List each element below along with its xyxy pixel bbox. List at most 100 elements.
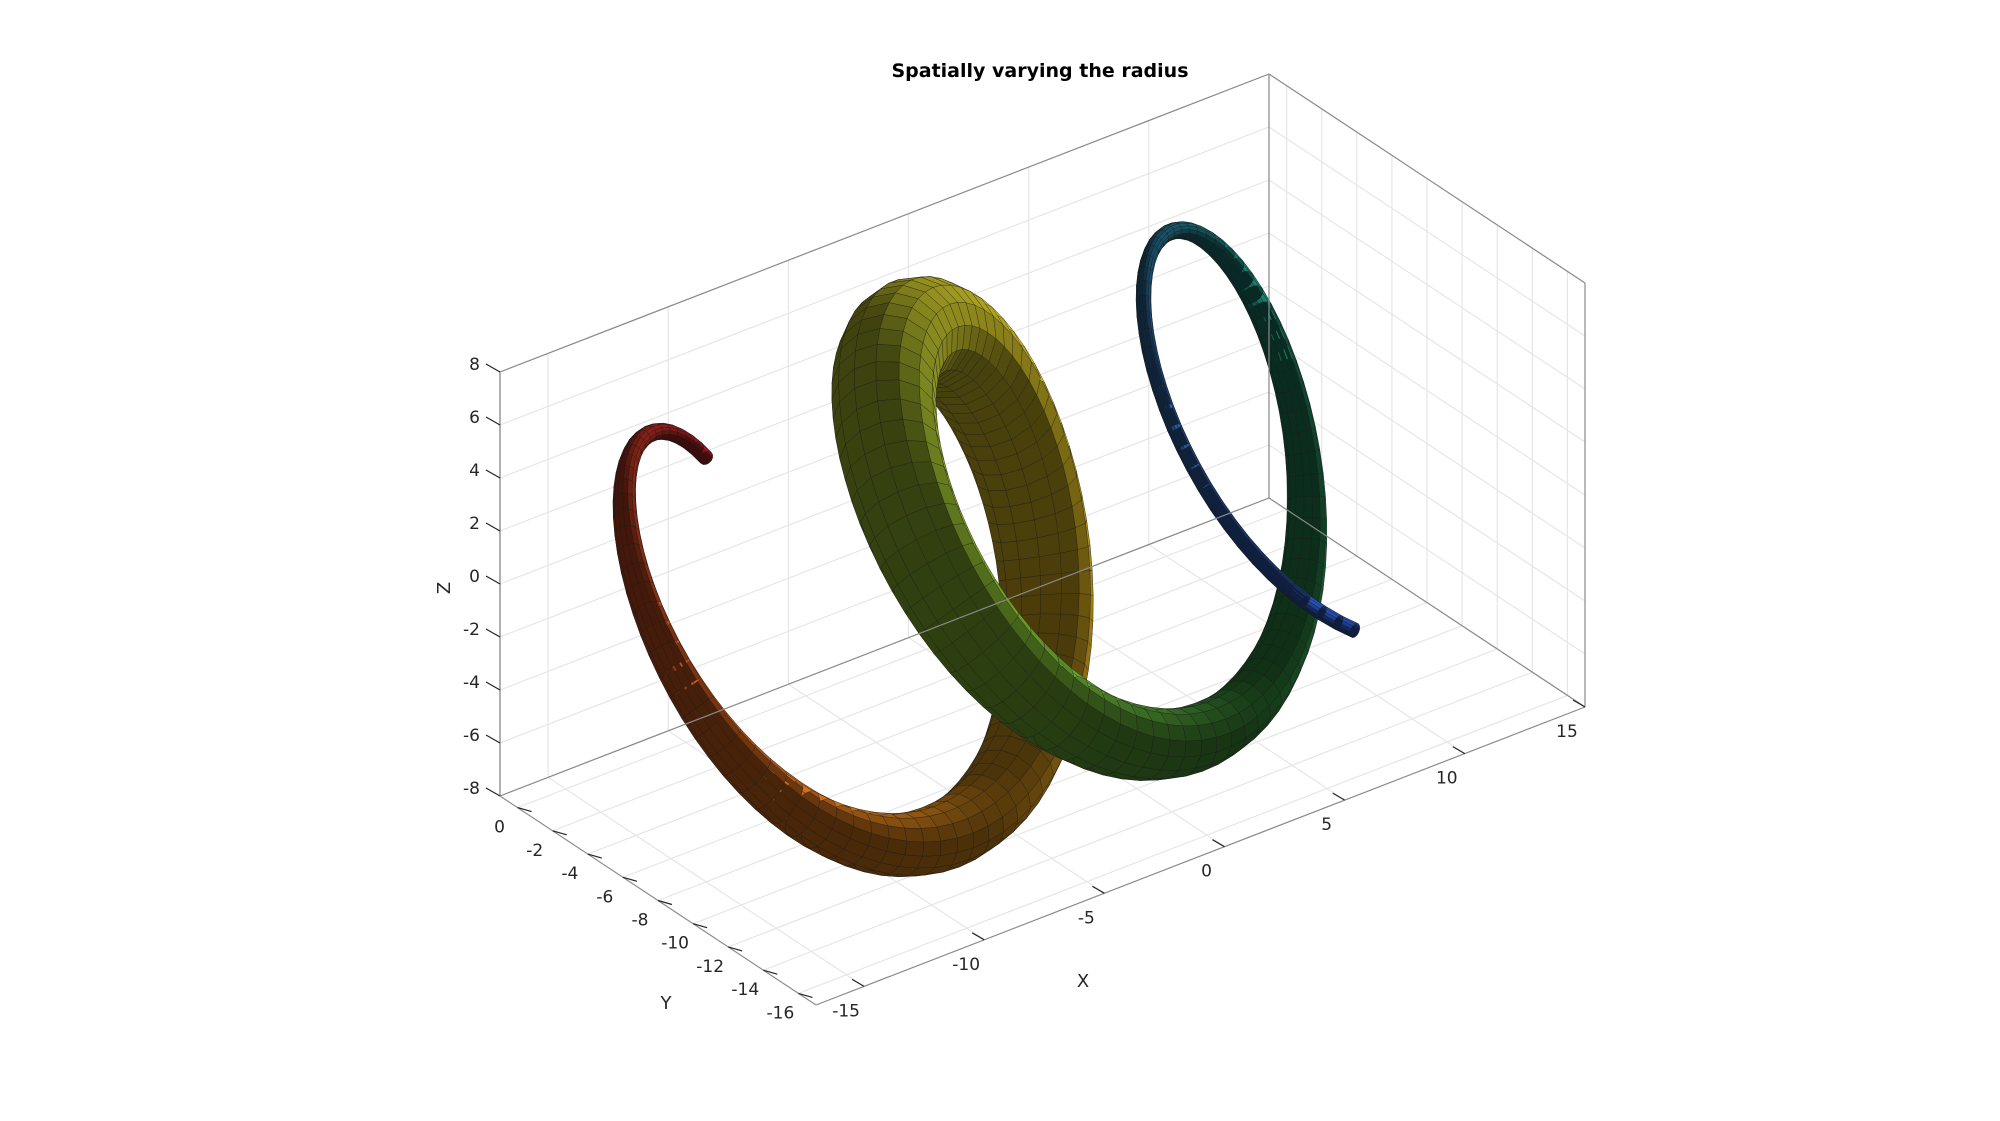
box-edge <box>499 73 1270 373</box>
y-tick-label: -12 <box>696 957 724 977</box>
y-grid-line <box>798 694 1568 994</box>
z-tick-label: 2 <box>469 514 480 534</box>
y-grid-line <box>692 625 1463 925</box>
tube-patch <box>1181 229 1190 234</box>
x-tick-label: -10 <box>952 955 980 975</box>
z-tick-label: 8 <box>469 355 480 375</box>
y-tick-label: -4 <box>561 864 578 884</box>
axes-box <box>485 73 1586 1006</box>
z-tick-mark <box>485 522 501 532</box>
z-tick-label: -2 <box>463 620 480 640</box>
tube-patch <box>1005 577 1022 600</box>
tube-patch <box>1058 613 1079 638</box>
x-axis-line <box>815 706 1586 1006</box>
z-grid-line <box>499 126 1270 426</box>
z-tick-mark <box>485 575 501 585</box>
x-tick-mark <box>1452 746 1466 755</box>
tube-patch <box>1021 594 1041 616</box>
y-axis-label: Y <box>660 993 673 1014</box>
tube-patch <box>1078 570 1091 595</box>
y-grid-line <box>727 648 1498 948</box>
x-tick-label: -15 <box>832 1001 860 1021</box>
z-axis-label: Z <box>434 582 455 594</box>
tube-patch <box>877 398 904 423</box>
tube-patch <box>1077 593 1091 619</box>
z-tick-label: -8 <box>463 779 480 799</box>
tick-labels: -15 -10 -5 0 5 10 15 0 -2 -4 -6 -8 -10 -12 -14 -16 8 6 4 2 0… <box>463 355 1578 1023</box>
z-tick-mark <box>485 416 501 426</box>
tube-patch <box>904 840 925 857</box>
tube-patch <box>1000 541 1020 562</box>
tube-patch <box>1295 474 1305 498</box>
tube-patch <box>622 492 629 510</box>
tube-patch <box>1312 495 1321 519</box>
z-grid-line <box>1268 391 1586 602</box>
tube-patch <box>1289 475 1297 499</box>
tube-patch <box>614 530 620 555</box>
x-tick-mark <box>1332 792 1346 801</box>
z-grid-line <box>1268 285 1586 496</box>
tube-patch <box>876 328 904 347</box>
y-tick-mark <box>692 923 708 929</box>
y-tick-label: -14 <box>731 980 759 1000</box>
tube-patch <box>1184 740 1202 758</box>
z-tick-mark <box>485 681 501 691</box>
z-tick-label: 0 <box>469 567 480 587</box>
z-tick-label: -6 <box>463 726 480 746</box>
x-tick-label: 5 <box>1321 815 1332 835</box>
y-tick-label: -16 <box>767 1003 795 1023</box>
y-grid-line <box>763 671 1533 971</box>
x-tick-label: 10 <box>1436 769 1458 789</box>
tube-patch <box>1076 615 1091 642</box>
x-tick-label: 0 <box>1201 862 1212 882</box>
tube-patch <box>1302 473 1313 497</box>
tube-patch <box>1059 549 1080 574</box>
tube-patch <box>880 418 907 446</box>
tube-patch <box>1039 593 1062 615</box>
y-tick-mark <box>798 992 813 998</box>
box-edge <box>499 497 1270 797</box>
z-grid-line <box>1268 232 1586 443</box>
tube-patch <box>1136 314 1141 334</box>
tube-patch <box>627 478 633 496</box>
y-tick-mark <box>552 830 567 836</box>
tube-patch <box>1003 559 1021 581</box>
tube-patch <box>904 827 925 843</box>
tube-patch <box>1038 613 1061 635</box>
y-tick-mark <box>517 807 532 813</box>
y-grid-line <box>552 532 1322 832</box>
tube-patch <box>661 426 671 432</box>
tube-patch <box>1319 517 1326 543</box>
z-tick-mark <box>485 628 501 638</box>
tube-patch <box>1040 573 1062 595</box>
box-edge <box>1268 73 1586 284</box>
z-tick-label: 6 <box>469 408 480 428</box>
y-tick-label: 0 <box>494 818 505 838</box>
tube-patch <box>1286 476 1291 500</box>
tube-patch <box>1295 496 1305 519</box>
tube-patch <box>1038 552 1062 576</box>
z-tick-mark <box>485 363 501 373</box>
z-tick-mark <box>485 787 501 797</box>
tube-patch <box>922 840 942 857</box>
y-grid-line <box>587 555 1358 855</box>
tube-patch <box>920 826 942 843</box>
tube-patch <box>1303 495 1313 518</box>
tube-patch <box>875 379 901 402</box>
y-tick-label: -8 <box>632 911 649 931</box>
z-tick-label: 4 <box>469 461 480 481</box>
chart-title: Spatially varying the radius <box>891 60 1188 82</box>
x-tick-mark <box>1212 839 1225 848</box>
tube-patch <box>1289 496 1297 520</box>
tube-patch <box>622 478 629 494</box>
tube-patch <box>1016 537 1040 560</box>
x-tick-mark <box>1092 885 1105 894</box>
y-tick-mark <box>657 899 673 906</box>
tube-patch <box>1018 556 1041 579</box>
z-grid-line <box>1268 338 1586 549</box>
x-tick-mark <box>971 932 985 941</box>
x-tick-mark <box>1572 699 1586 708</box>
tube-patch <box>1319 495 1326 520</box>
z-grid-line <box>499 444 1270 744</box>
